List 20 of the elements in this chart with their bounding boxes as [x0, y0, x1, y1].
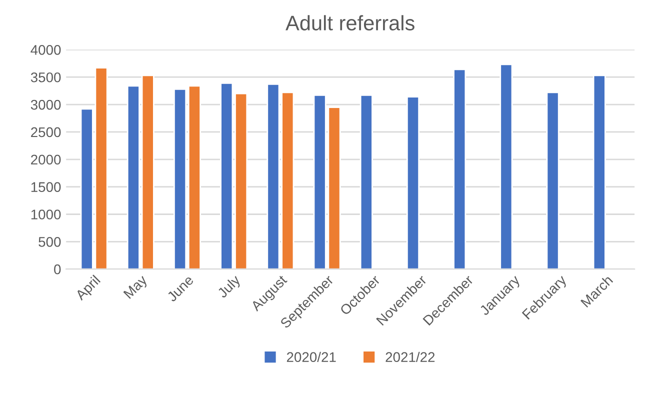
x-tick-label: May: [123, 274, 150, 301]
y-tick-label: 0: [54, 264, 61, 274]
bar: [546, 92, 560, 270]
y-tick-label: 2000: [31, 154, 61, 165]
bar: [453, 68, 466, 270]
bar: [500, 64, 513, 270]
y-tick-label: 500: [38, 237, 61, 247]
chart-title: Adult referrals: [286, 15, 414, 30]
y-tick-label: 1000: [31, 210, 61, 220]
y-tick-label: 2500: [31, 127, 61, 138]
legend-label: 2021/22: [386, 352, 435, 362]
y-tick-label: 4000: [30, 45, 61, 55]
bar: [360, 94, 373, 270]
y-tick-label: 1500: [31, 182, 61, 192]
y-tick-label: 3500: [30, 72, 61, 82]
bar: [406, 96, 420, 270]
legend-label: 2020/21: [286, 352, 336, 362]
y-tick-label: 3000: [30, 100, 61, 110]
x-tick-label: July: [216, 274, 243, 300]
bar: [592, 74, 606, 270]
